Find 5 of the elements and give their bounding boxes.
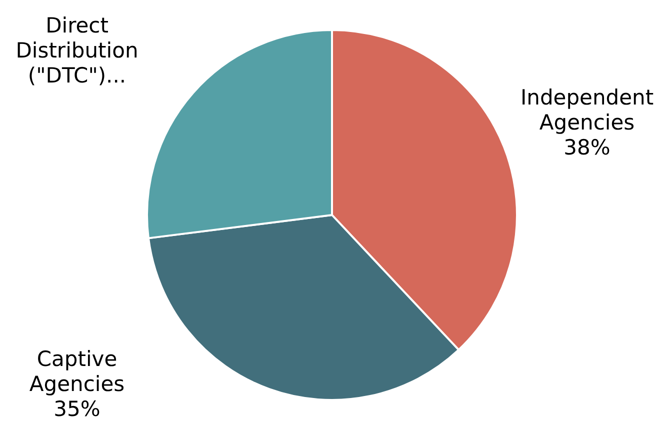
slice-label: Captive Agencies <box>29 347 125 396</box>
data-label: 35% <box>54 397 100 421</box>
slice-label: Direct Distribution ("DTC")... <box>16 13 138 88</box>
data-label: 38% <box>564 135 610 160</box>
slice-label: Independent Agencies <box>520 85 654 134</box>
